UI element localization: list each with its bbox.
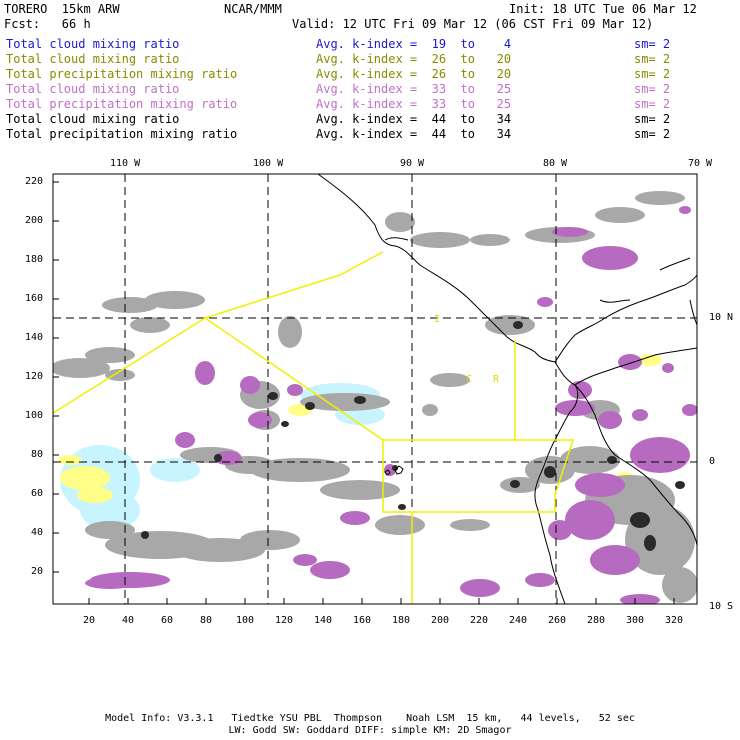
x-tick-label: 20 xyxy=(83,615,96,626)
y-tick-label: 120 xyxy=(25,371,44,382)
legend-row: Total cloud mixing ratio xyxy=(6,52,179,66)
x-tick-label: 320 xyxy=(665,615,684,626)
y-tick-label: 220 xyxy=(25,176,44,187)
y-tick-label: 180 xyxy=(25,254,44,265)
legend-avg: Avg. k-index = 33 to 25 xyxy=(316,97,512,111)
region-label-i: I xyxy=(434,314,441,325)
x-tick-label: 300 xyxy=(626,615,645,626)
center-name: NCAR/MMM xyxy=(224,2,282,16)
x-tick-label: 120 xyxy=(275,615,294,626)
lat-label: 0 xyxy=(709,456,716,467)
x-tick-label: 180 xyxy=(392,615,411,626)
legend-sm: sm= 2 xyxy=(634,112,671,126)
plot-frame xyxy=(52,173,698,605)
precip-areas xyxy=(85,206,697,604)
lon-label: 70 W xyxy=(688,158,713,169)
valid-time: Valid: 12 UTC Fri 09 Mar 12 (06 CST Fri … xyxy=(292,17,654,31)
legend-field: Total cloud mixing ratio xyxy=(6,37,180,51)
legend-avg: Avg. k-index = 26 to 20 xyxy=(316,67,512,81)
legend-sm: sm= 2 xyxy=(634,67,671,81)
x-tick-label: 140 xyxy=(314,615,333,626)
tick-marks xyxy=(53,181,675,604)
y-tick-label: 160 xyxy=(25,293,44,304)
legend-row: Total cloud mixing ratio xyxy=(6,82,179,96)
legend-row: Total precipitation mixing ratio xyxy=(6,127,237,141)
legend-avg: Avg. k-index = 44 to 34 xyxy=(316,127,512,141)
graticule xyxy=(53,174,697,604)
legend-field: Total cloud mixing ratio xyxy=(6,52,180,66)
x-tick-label: 260 xyxy=(548,615,567,626)
y-tick-label: 100 xyxy=(25,410,44,421)
lat-label: 10 S xyxy=(709,601,734,612)
field-layer xyxy=(53,191,697,604)
lat-label: 10 N xyxy=(709,312,734,323)
legend-row: Total cloud mixing ratio xyxy=(6,112,179,126)
model-info: Model Info: V3.3.1 Tiedtke YSU PBL Thomp… xyxy=(105,713,635,724)
model-title: TORERO 15km ARW xyxy=(4,2,120,16)
legend-sm: sm= 2 xyxy=(634,97,671,111)
legend-field: Total cloud mixing ratio xyxy=(6,112,180,126)
legend-avg: Avg. k-index = 26 to 20 xyxy=(316,52,512,66)
y-tick-label: 80 xyxy=(31,449,44,460)
legend-field: Total precipitation mixing ratio xyxy=(6,67,238,81)
legend-avg: Avg. k-index = 33 to 25 xyxy=(316,82,512,96)
x-tick-label: 100 xyxy=(236,615,255,626)
physics-info: LW: Godd SW: Goddard DIFF: simple KM: 2D… xyxy=(228,725,512,736)
x-tick-label: 220 xyxy=(470,615,489,626)
legend-row: Total precipitation mixing ratio xyxy=(6,97,237,111)
x-tick-label: 80 xyxy=(200,615,213,626)
x-tick-label: 40 xyxy=(122,615,135,626)
x-tick-label: 160 xyxy=(353,615,372,626)
init-time: Init: 18 UTC Tue 06 Mar 12 xyxy=(509,2,697,16)
lon-label: 110 W xyxy=(110,158,141,169)
legend-row: Total cloud mixing ratio xyxy=(6,37,179,51)
region-label-c: C xyxy=(466,374,473,385)
legend-avg: Avg. k-index = 19 to 4 xyxy=(316,37,512,51)
y-tick-label: 20 xyxy=(31,566,44,577)
lon-label: 100 W xyxy=(253,158,284,169)
legend-sm: sm= 2 xyxy=(634,127,671,141)
legend-field: Total precipitation mixing ratio xyxy=(6,127,238,141)
legend-sm: sm= 2 xyxy=(634,52,671,66)
region-label-r: R xyxy=(493,374,500,385)
legend-avg: Avg. k-index = 44 to 34 xyxy=(316,112,512,126)
legend-field: Total precipitation mixing ratio xyxy=(6,97,238,111)
y-tick-label: 60 xyxy=(31,488,44,499)
coastlines xyxy=(317,173,698,605)
legend-row: Total precipitation mixing ratio xyxy=(6,67,237,81)
legend-sm: sm= 2 xyxy=(634,82,671,96)
legend-sm: sm= 2 xyxy=(634,37,671,51)
legend-field: Total cloud mixing ratio xyxy=(6,82,180,96)
region-boundaries xyxy=(52,251,575,604)
y-tick-label: 40 xyxy=(31,527,44,538)
y-tick-label: 140 xyxy=(25,332,44,343)
lon-label: 90 W xyxy=(400,158,425,169)
lon-label: 80 W xyxy=(543,158,568,169)
y-tick-label: 200 xyxy=(25,215,44,226)
forecast-hour: Fcst: 66 h xyxy=(4,17,91,31)
x-tick-label: 200 xyxy=(431,615,450,626)
x-tick-label: 60 xyxy=(161,615,174,626)
x-tick-label: 280 xyxy=(587,615,606,626)
cloud-areas xyxy=(53,191,697,603)
x-tick-label: 240 xyxy=(509,615,528,626)
